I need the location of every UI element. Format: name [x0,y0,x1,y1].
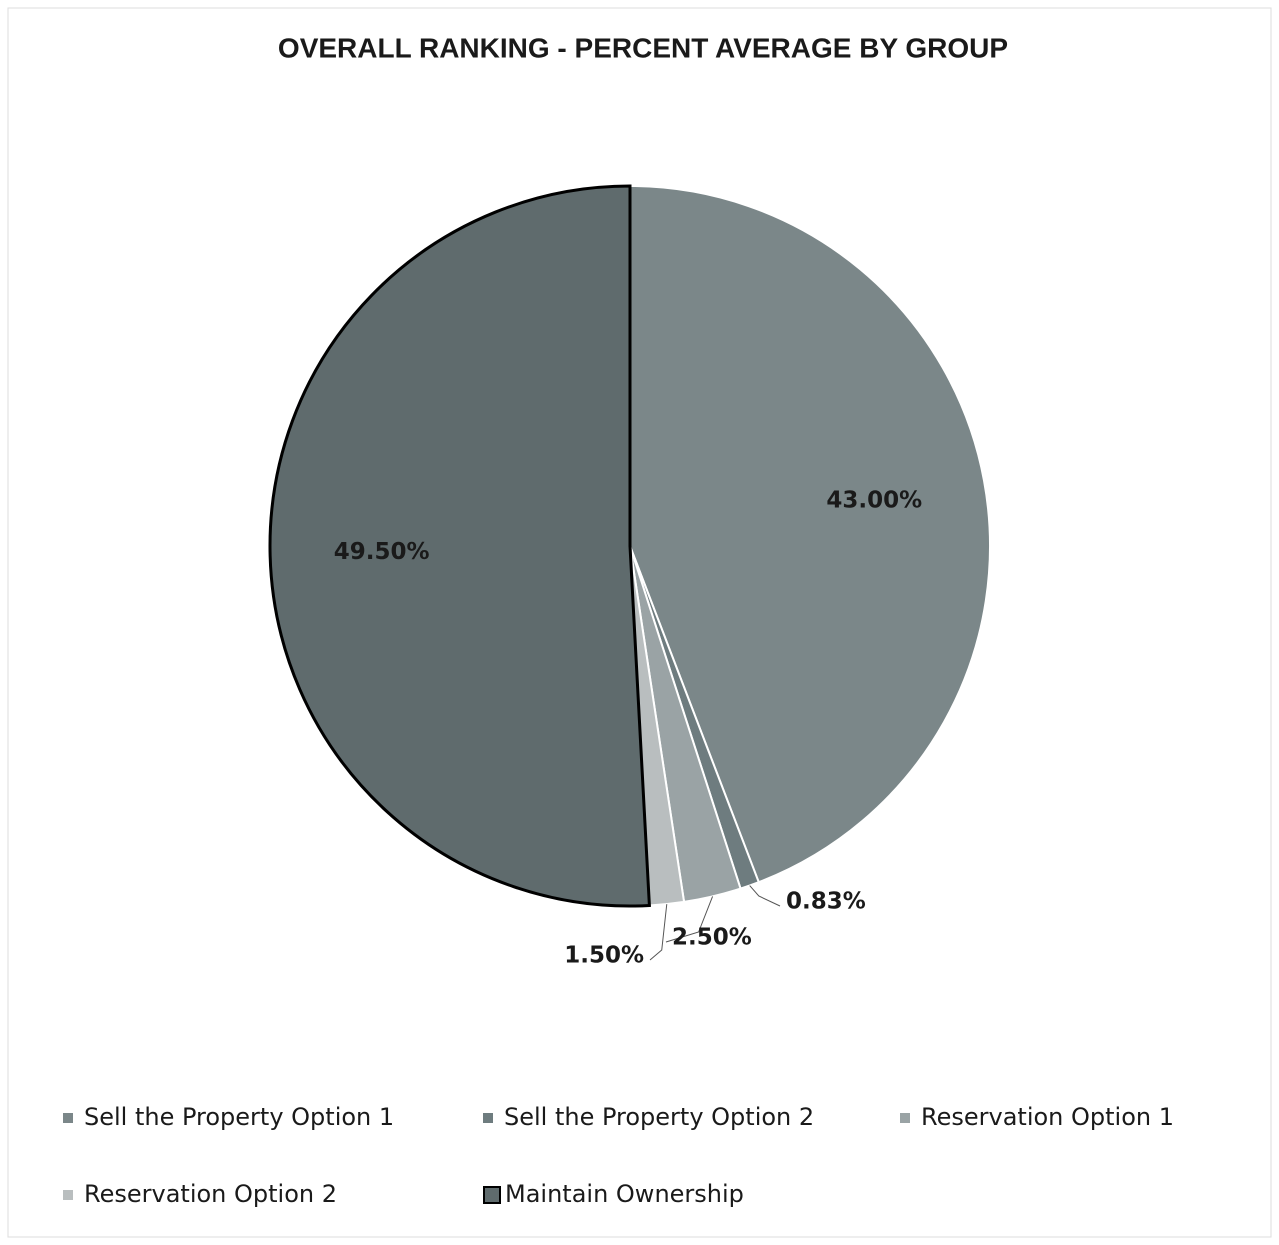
legend-label: Sell the Property Option 1 [84,1103,394,1131]
data-label: 0.83% [786,889,866,915]
legend-label: Sell the Property Option 2 [504,1103,814,1131]
data-label: 49.50% [334,539,430,565]
legend-marker [63,1190,73,1200]
leader-line [665,896,714,943]
data-label: 1.50% [564,943,644,969]
leader-line [649,904,668,961]
data-label: 2.50% [672,925,752,951]
leader-line [749,885,781,907]
legend-marker [483,1186,501,1204]
data-label: 43.00% [826,487,922,513]
legend-marker [483,1113,493,1123]
legend-label: Reservation Option 1 [921,1103,1174,1131]
pie-slice [268,184,651,908]
legend-marker [900,1113,910,1123]
legend-label: Reservation Option 2 [84,1180,337,1208]
chart-title: OVERALL RANKING - PERCENT AVERAGE BY GRO… [278,32,1008,63]
legend-label: Maintain Ownership [505,1180,744,1208]
pie-slice [629,184,991,884]
legend-marker [63,1113,73,1123]
